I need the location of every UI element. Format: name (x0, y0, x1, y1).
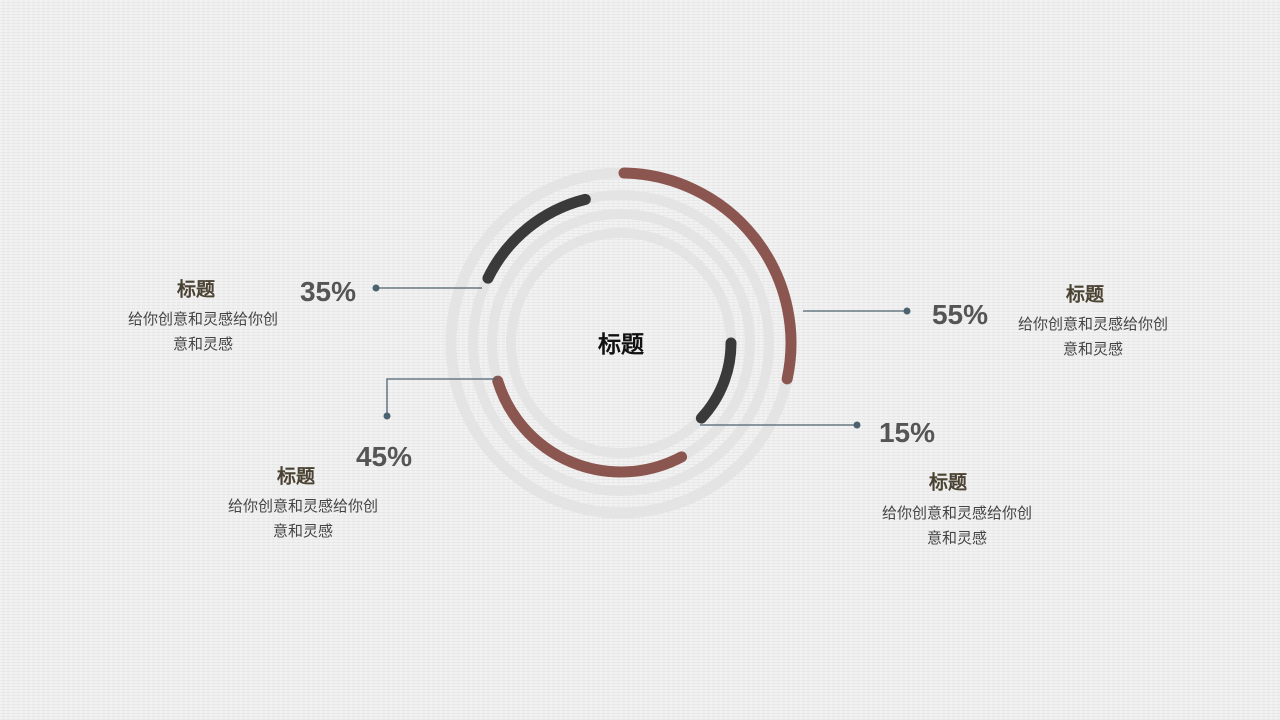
connector-dot-55 (903, 307, 911, 315)
value-label-15: 15% (878, 417, 936, 448)
item-desc-55: 给你创意和灵感给你创 意和灵感 (1018, 312, 1168, 362)
connector-45 (386, 378, 498, 416)
connector-dot-15 (853, 421, 861, 429)
value-label-45: 45% (355, 441, 413, 472)
connector-dot-45 (383, 412, 391, 420)
desc-line: 给你创意和灵感给你创 (227, 497, 379, 515)
desc-line: 意和灵感 (1062, 340, 1124, 358)
desc-line: 意和灵感 (172, 335, 234, 353)
arc-35 (482, 193, 591, 284)
arc-45 (492, 375, 688, 478)
arc-55 (618, 167, 797, 385)
item-desc-45: 给你创意和灵感给你创 意和灵感 (228, 494, 378, 544)
desc-line: 意和灵感 (272, 522, 334, 540)
track-ring (468, 190, 774, 496)
desc-line: 给你创意和灵感给你创 (881, 504, 1033, 522)
desc-line: 给你创意和灵感给你创 (127, 310, 279, 328)
desc-line: 意和灵感 (926, 529, 988, 547)
item-desc-15: 给你创意和灵感给你创 意和灵感 (882, 501, 1032, 551)
arc-15 (695, 337, 737, 424)
item-title-15: 标题 (928, 471, 968, 494)
center-title: 标题 (598, 332, 644, 358)
connector-dot-35 (372, 284, 380, 292)
desc-line: 给你创意和灵感给你创 (1017, 315, 1169, 333)
value-label-55: 55% (931, 299, 989, 330)
value-label-35: 35% (299, 276, 357, 307)
item-title-55: 标题 (1065, 283, 1105, 306)
item-desc-35: 给你创意和灵感给你创 意和灵感 (128, 307, 278, 357)
item-title-35: 标题 (176, 278, 216, 301)
item-title-45: 标题 (276, 465, 316, 488)
